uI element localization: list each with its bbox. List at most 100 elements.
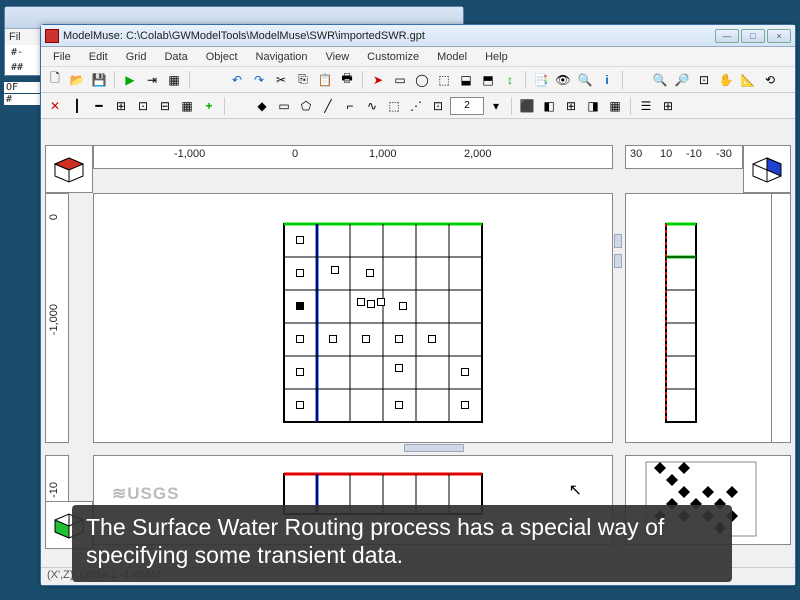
redo-icon[interactable]: ↷ bbox=[249, 70, 269, 90]
select-rect-icon[interactable]: ▭ bbox=[390, 70, 410, 90]
ruler-tick: -1,000 bbox=[174, 148, 205, 160]
undo-icon[interactable]: ↶ bbox=[227, 70, 247, 90]
shape-line-icon[interactable]: ╱ bbox=[318, 96, 338, 116]
toolbar-1: 🗋 📂 💾 ▶ ⇥ ▦ ↶ ↷ ✂ ⎘ 📋 🖶 ➤ ▭ ◯ ⬚ ⬓ ⬒ ↕︎ 📑… bbox=[41, 67, 795, 93]
menubar: File Edit Grid Data Object Navigation Vi… bbox=[41, 47, 795, 67]
menu-file[interactable]: File bbox=[45, 49, 79, 65]
reach-marker bbox=[296, 368, 304, 376]
zoom-in-icon[interactable]: 🔍 bbox=[650, 70, 670, 90]
menu-customize[interactable]: Customize bbox=[359, 49, 427, 65]
run-icon[interactable]: ▶ bbox=[120, 70, 140, 90]
view-3d-c-icon[interactable]: ⊞ bbox=[561, 96, 581, 116]
bg-menu-file[interactable]: Fil bbox=[9, 31, 21, 43]
plus-icon[interactable]: + bbox=[199, 96, 219, 116]
obj-show-icon[interactable]: 👁 bbox=[553, 70, 573, 90]
window-title: ModelMuse: C:\Colab\GWModelTools\ModelMu… bbox=[63, 30, 711, 42]
ruler-right bbox=[771, 193, 791, 443]
reach-marker bbox=[395, 364, 403, 372]
shape-poly-icon[interactable]: ⬠ bbox=[296, 96, 316, 116]
rotate-icon[interactable]: ⟲ bbox=[760, 70, 780, 90]
shape-d-icon[interactable]: ⬚ bbox=[384, 96, 404, 116]
titlebar: ModelMuse: C:\Colab\GWModelTools\ModelMu… bbox=[41, 25, 795, 47]
paste-icon[interactable]: 📋 bbox=[315, 70, 335, 90]
ruler-tick: -30 bbox=[716, 148, 732, 160]
info-icon[interactable]: i bbox=[597, 70, 617, 90]
shape-curve-icon[interactable]: ∿ bbox=[362, 96, 382, 116]
grid-a-icon[interactable]: ⊡ bbox=[133, 96, 153, 116]
cut-icon[interactable]: ✂ bbox=[271, 70, 291, 90]
cursor-icon: ↖ bbox=[569, 480, 582, 500]
ruler-top-right: 30 10 -10 -30 bbox=[625, 145, 743, 169]
ruler-icon[interactable]: 📐 bbox=[738, 70, 758, 90]
layers-icon[interactable]: ▦ bbox=[164, 70, 184, 90]
select-lasso-icon[interactable]: ◯ bbox=[412, 70, 432, 90]
line-vert-icon[interactable]: ┃ bbox=[67, 96, 87, 116]
obj-list-icon[interactable]: 📑 bbox=[531, 70, 551, 90]
view-3d-e-icon[interactable]: ▦ bbox=[605, 96, 625, 116]
grid-edit-icon[interactable]: ⊞ bbox=[111, 96, 131, 116]
view-3d-d-icon[interactable]: ◨ bbox=[583, 96, 603, 116]
main-window: ModelMuse: C:\Colab\GWModelTools\ModelMu… bbox=[40, 24, 796, 586]
width-spinner[interactable]: 2 bbox=[450, 97, 484, 115]
table-icon[interactable]: ☰ bbox=[636, 96, 656, 116]
pointer-icon[interactable]: ➤ bbox=[368, 70, 388, 90]
cube-front-view-icon[interactable] bbox=[743, 145, 791, 193]
maximize-button[interactable]: □ bbox=[741, 29, 765, 43]
menu-grid[interactable]: Grid bbox=[118, 49, 155, 65]
grid-c-icon[interactable]: ▦ bbox=[177, 96, 197, 116]
usgs-logo: ≋USGS bbox=[112, 484, 179, 504]
delete-icon[interactable]: ✕ bbox=[45, 96, 65, 116]
menu-help[interactable]: Help bbox=[477, 49, 516, 65]
grid-b-icon[interactable]: ⊟ bbox=[155, 96, 175, 116]
line-horz-icon[interactable]: ━ bbox=[89, 96, 109, 116]
scroll-thumb-h[interactable] bbox=[404, 444, 464, 452]
save-icon[interactable]: 💾 bbox=[89, 70, 109, 90]
new-icon[interactable]: 🗋 bbox=[45, 70, 65, 90]
ruler-tick: -1,000 bbox=[48, 304, 60, 335]
grid-props-icon[interactable]: ⊞ bbox=[658, 96, 678, 116]
view-front[interactable] bbox=[625, 193, 791, 443]
menu-view[interactable]: View bbox=[318, 49, 358, 65]
ruler-tick: 2,000 bbox=[464, 148, 492, 160]
shape-seg-icon[interactable]: ⌐ bbox=[340, 96, 360, 116]
ruler-tick: 30 bbox=[630, 148, 642, 160]
menu-object[interactable]: Object bbox=[198, 49, 246, 65]
view-3d-a-icon[interactable]: ⬛ bbox=[517, 96, 537, 116]
shape-f-icon[interactable]: ⊡ bbox=[428, 96, 448, 116]
export-icon[interactable]: ⇥ bbox=[142, 70, 162, 90]
tool-a-icon[interactable]: ⬓ bbox=[456, 70, 476, 90]
zoom-fit-icon[interactable]: ⊡ bbox=[694, 70, 714, 90]
obj-goto-icon[interactable]: 🔍 bbox=[575, 70, 595, 90]
shape-e-icon[interactable]: ⋰ bbox=[406, 96, 426, 116]
print-icon[interactable]: 🖶 bbox=[337, 70, 357, 90]
menu-model[interactable]: Model bbox=[429, 49, 475, 65]
vertex-icon[interactable]: ⬚ bbox=[434, 70, 454, 90]
scroll-arrow-down-icon[interactable] bbox=[614, 254, 622, 268]
spin-arrows-icon[interactable]: ▾ bbox=[486, 96, 506, 116]
view-3d-b-icon[interactable]: ◧ bbox=[539, 96, 559, 116]
bg-text-line3: OF bbox=[4, 82, 40, 93]
copy-icon[interactable]: ⎘ bbox=[293, 70, 313, 90]
view-top[interactable] bbox=[93, 193, 613, 443]
reach-marker bbox=[461, 368, 469, 376]
scroll-arrow-up-icon[interactable] bbox=[614, 234, 622, 248]
shape-point-icon[interactable]: ◆ bbox=[252, 96, 272, 116]
reach-marker-filled bbox=[296, 302, 304, 310]
pan-icon[interactable]: ✋ bbox=[716, 70, 736, 90]
tool-b-icon[interactable]: ⬒ bbox=[478, 70, 498, 90]
tool-c-icon[interactable]: ↕︎ bbox=[500, 70, 520, 90]
minimize-button[interactable]: — bbox=[715, 29, 739, 43]
zoom-out-icon[interactable]: 🔎 bbox=[672, 70, 692, 90]
menu-navigation[interactable]: Navigation bbox=[248, 49, 316, 65]
reach-marker bbox=[296, 335, 304, 343]
cube-top-view-icon[interactable] bbox=[45, 145, 93, 193]
reach-marker bbox=[428, 335, 436, 343]
subtitle-caption: The Surface Water Routing process has a … bbox=[72, 505, 732, 583]
shape-rect-icon[interactable]: ▭ bbox=[274, 96, 294, 116]
ruler-tick: 1,000 bbox=[369, 148, 397, 160]
menu-data[interactable]: Data bbox=[156, 49, 195, 65]
open-icon[interactable]: 📂 bbox=[67, 70, 87, 90]
menu-edit[interactable]: Edit bbox=[81, 49, 116, 65]
close-button[interactable]: × bbox=[767, 29, 791, 43]
ruler-tick: 10 bbox=[660, 148, 672, 160]
